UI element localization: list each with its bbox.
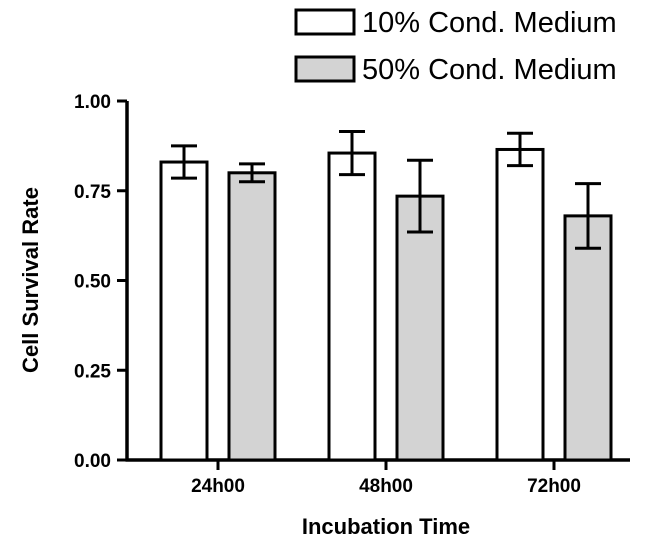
legend: 10% Cond. Medium 50% Cond. Medium: [294, 7, 617, 86]
y-tick-label: 0.50: [74, 272, 111, 293]
bar: [327, 151, 377, 462]
x-tick-label: 72h00: [527, 476, 581, 497]
x-axis: 24h00 48h00 72h00: [125, 458, 630, 497]
bar: [563, 214, 613, 462]
x-tick-label: 24h00: [191, 476, 245, 497]
bars: [159, 130, 613, 462]
legend-label: 50% Cond. Medium: [362, 54, 617, 86]
bar: [495, 147, 545, 462]
y-tick-label: 1.00: [74, 92, 111, 113]
legend-swatch: [294, 55, 356, 83]
bar: [227, 171, 277, 462]
bar: [159, 160, 209, 462]
y-tick-label: 0.00: [74, 451, 111, 472]
x-tick-label: 48h00: [359, 476, 413, 497]
y-axis-title: Cell Survival Rate: [18, 187, 43, 373]
y-tick-label: 0.75: [74, 182, 111, 203]
x-axis-title: Incubation Time: [302, 514, 470, 539]
y-tick-label: 0.25: [74, 361, 111, 382]
bar: [395, 194, 445, 462]
legend-swatch: [294, 8, 356, 36]
y-axis: 0.00 0.25 0.50 0.75 1.00: [74, 92, 129, 472]
legend-label: 10% Cond. Medium: [362, 7, 617, 39]
